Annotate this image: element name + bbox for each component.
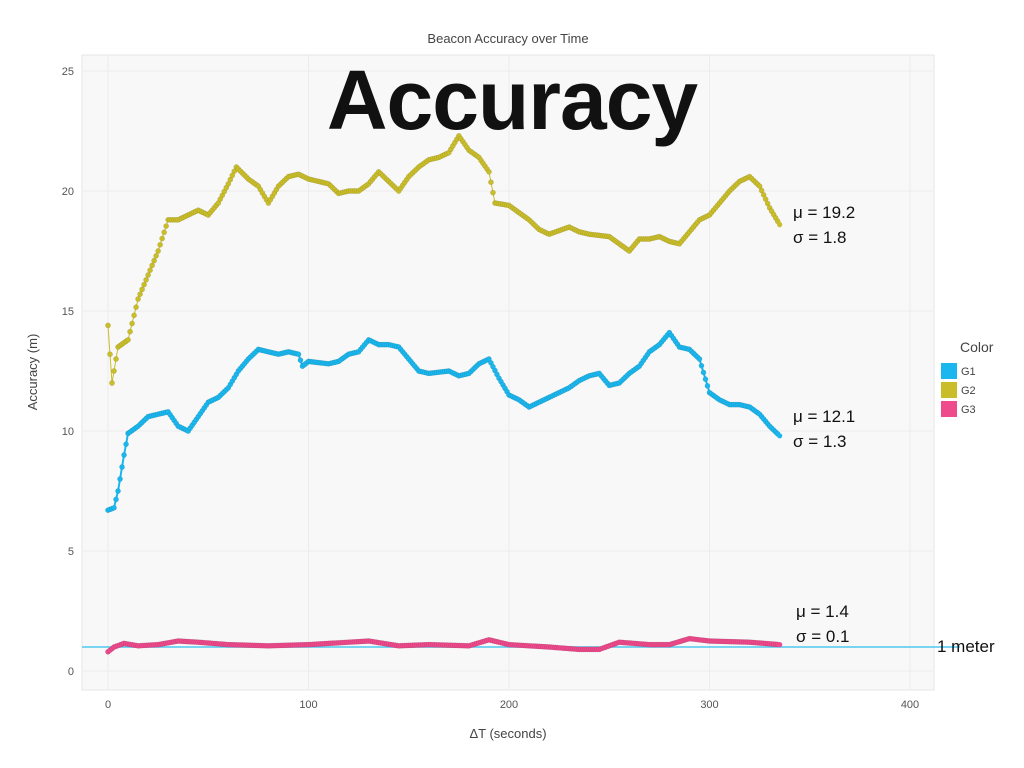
data-point — [702, 376, 709, 383]
data-point — [488, 179, 494, 186]
data-point — [777, 433, 783, 439]
data-point — [115, 488, 121, 494]
data-point — [764, 200, 771, 207]
y-tick-label: 15 — [62, 306, 74, 318]
y-tick-label: 25 — [62, 66, 74, 78]
series-g1 — [105, 329, 783, 514]
y-tick-label: 10 — [62, 426, 74, 438]
data-point — [157, 241, 163, 248]
data-point — [756, 183, 763, 190]
x-tick-label: 200 — [500, 699, 518, 711]
data-point — [129, 320, 135, 327]
data-point — [145, 272, 151, 278]
data-point — [777, 642, 783, 648]
data-point — [490, 189, 496, 196]
annotation-g3: μ = 1.4 σ = 0.1 — [796, 599, 850, 649]
data-point — [105, 322, 111, 329]
data-point — [119, 464, 125, 470]
data-point — [161, 229, 167, 236]
data-point — [113, 356, 119, 362]
data-point — [123, 441, 129, 448]
g1-sd: σ = 1.3 — [793, 432, 847, 451]
y-axis-label: Accuracy (m) — [25, 334, 40, 411]
legend-label: G2 — [961, 385, 976, 397]
data-point — [777, 222, 783, 228]
x-tick-label: 0 — [105, 699, 111, 711]
plot-area — [81, 54, 935, 691]
data-point — [700, 369, 707, 376]
data-point — [113, 496, 119, 503]
data-point — [696, 356, 703, 362]
data-point — [111, 504, 117, 511]
data-point — [159, 235, 165, 242]
data-point — [704, 383, 711, 389]
chart-title: Beacon Accuracy over Time — [427, 31, 588, 46]
data-point — [131, 312, 137, 319]
data-point — [117, 476, 123, 482]
data-point — [149, 262, 155, 269]
data-point — [155, 248, 161, 254]
data-point — [127, 328, 133, 335]
data-point — [125, 336, 131, 343]
g3-mean: μ = 1.4 — [796, 602, 849, 621]
g2-mean: μ = 19.2 — [793, 203, 856, 222]
data-point — [133, 304, 139, 311]
data-point — [297, 357, 304, 364]
y-tick-label: 5 — [68, 546, 74, 558]
data-point — [758, 187, 765, 194]
x-axis-label: ΔT (seconds) — [469, 726, 546, 741]
data-point — [760, 191, 767, 198]
data-point — [143, 276, 149, 283]
data-point — [295, 351, 302, 358]
x-tick-label: 100 — [299, 699, 317, 711]
legend-label: G3 — [961, 404, 976, 416]
series-g3 — [105, 635, 783, 655]
legend-swatch-g3 — [941, 401, 957, 417]
data-point — [135, 296, 141, 302]
data-point — [151, 257, 157, 264]
legend-label: G1 — [961, 366, 976, 378]
x-tick-label: 400 — [901, 699, 919, 711]
series-g2 — [105, 132, 783, 386]
data-point — [486, 168, 492, 175]
data-point — [137, 291, 143, 298]
data-point — [147, 267, 153, 274]
legend: Color G1 G2 G3 — [941, 339, 994, 417]
data-point — [141, 281, 147, 288]
legend-title: Color — [960, 339, 994, 355]
data-point — [121, 452, 127, 458]
x-tick-label: 300 — [700, 699, 718, 711]
g2-sd: σ = 1.8 — [793, 228, 847, 247]
overlay-title: Accuracy — [326, 53, 698, 147]
legend-swatch-g1 — [941, 363, 957, 379]
annotation-g1: μ = 12.1 σ = 1.3 — [793, 404, 855, 454]
g1-mean: μ = 12.1 — [793, 407, 856, 426]
legend-swatch-g2 — [941, 382, 957, 398]
g3-sd: σ = 0.1 — [796, 627, 850, 646]
data-point — [139, 286, 145, 293]
data-point — [762, 196, 769, 203]
y-tick-label: 20 — [62, 186, 74, 198]
data-point — [111, 368, 117, 374]
data-point — [107, 351, 113, 358]
reference-line-label: 1 meter — [937, 637, 995, 656]
data-point — [109, 380, 115, 386]
annotation-g2: μ = 19.2 σ = 1.8 — [793, 200, 855, 250]
data-point — [698, 362, 705, 369]
data-point — [153, 252, 159, 259]
data-point — [163, 223, 169, 229]
y-tick-label: 0 — [68, 666, 74, 678]
